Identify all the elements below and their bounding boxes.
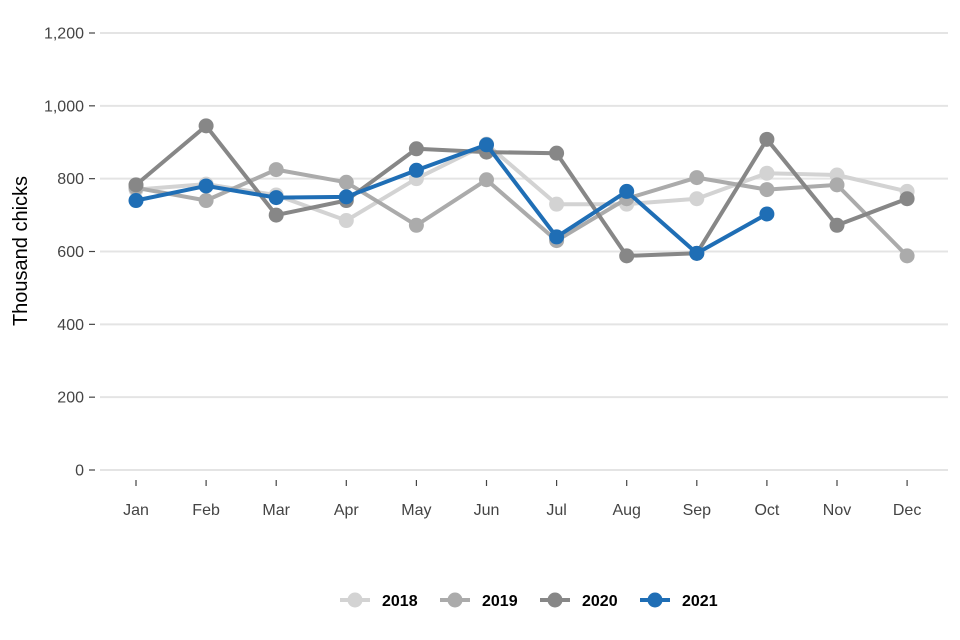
data-point-2018 (689, 191, 705, 207)
data-point-2019 (899, 248, 915, 264)
x-tick-label: Nov (823, 502, 851, 519)
y-tick-label: 400 (57, 317, 84, 334)
data-point-2021 (128, 193, 144, 209)
legend-label: 2018 (382, 593, 418, 610)
data-point-2021 (689, 245, 705, 261)
series-line-2018 (134, 142, 910, 223)
x-tick-label: Mar (262, 502, 290, 519)
data-point-2021 (268, 190, 284, 206)
data-point-2021 (619, 183, 635, 199)
data-point-2019 (759, 182, 775, 198)
series-line-2021 (134, 142, 769, 256)
x-axis: Jan Feb Mar Apr May Jun Jul Aug Sep Oct Nov Dec (123, 480, 921, 519)
data-point-2018 (759, 165, 775, 181)
y-axis: 0 200 400 600 800 1,000 1,200 (44, 26, 95, 480)
x-tick-label: Jun (474, 502, 500, 519)
legend-key-point (447, 592, 463, 608)
legend[interactable]: 2018 2019 2020 2021 (340, 592, 718, 611)
data-point-2020 (268, 207, 284, 223)
y-tick-label: 1,200 (44, 26, 84, 43)
data-point-2020 (899, 191, 915, 207)
legend-item-2020[interactable]: 2020 (540, 592, 618, 611)
legend-key-point (547, 592, 563, 608)
legend-key-point (647, 592, 663, 608)
legend-key-point (347, 592, 363, 608)
data-point-2019 (268, 162, 284, 178)
gridlines (100, 32, 948, 471)
y-axis-title: Thousand chicks (10, 176, 32, 326)
data-point-2020 (408, 141, 424, 157)
data-point-2021 (408, 162, 424, 178)
x-tick-label: May (401, 502, 431, 519)
data-point-2018 (549, 196, 565, 212)
legend-item-2021[interactable]: 2021 (640, 592, 718, 611)
data-point-2020 (198, 118, 214, 134)
legend-item-2019[interactable]: 2019 (440, 592, 518, 611)
legend-label: 2019 (482, 593, 518, 610)
data-point-2019 (829, 177, 845, 193)
x-tick-label: Sep (683, 502, 712, 519)
series-line-2020 (134, 123, 910, 258)
data-point-2021 (198, 178, 214, 194)
data-point-2021 (759, 206, 775, 222)
data-point-2020 (549, 145, 565, 161)
y-tick-label: 600 (57, 244, 84, 261)
data-point-2019 (689, 170, 705, 186)
series-line-2019 (134, 167, 910, 258)
y-tick-label: 800 (57, 171, 84, 188)
series-group (128, 118, 915, 264)
data-point-2019 (408, 217, 424, 233)
data-point-2020 (619, 248, 635, 264)
data-point-2021 (549, 229, 565, 245)
y-tick-label: 200 (57, 390, 84, 407)
x-tick-label: Jul (546, 502, 566, 519)
legend-label: 2021 (682, 593, 718, 610)
data-point-2021 (479, 137, 494, 153)
x-tick-label: Dec (893, 502, 921, 519)
data-point-2019 (338, 174, 354, 190)
data-point-2021 (338, 189, 354, 205)
x-tick-label: Oct (754, 502, 779, 519)
data-point-2019 (479, 172, 494, 188)
legend-item-2018[interactable]: 2018 (340, 592, 418, 611)
y-tick-label: 0 (75, 463, 84, 480)
data-point-2020 (128, 177, 144, 193)
legend-label: 2020 (582, 593, 618, 610)
x-tick-label: Jan (123, 502, 149, 519)
x-tick-label: Apr (334, 502, 360, 519)
data-point-2019 (198, 193, 214, 209)
data-point-2020 (759, 131, 775, 147)
x-tick-label: Aug (612, 502, 640, 519)
y-tick-label: 1,000 (44, 98, 84, 115)
x-tick-label: Feb (192, 502, 220, 519)
data-point-2018 (338, 213, 354, 229)
data-point-2020 (829, 217, 845, 233)
series-2021 (128, 137, 775, 261)
